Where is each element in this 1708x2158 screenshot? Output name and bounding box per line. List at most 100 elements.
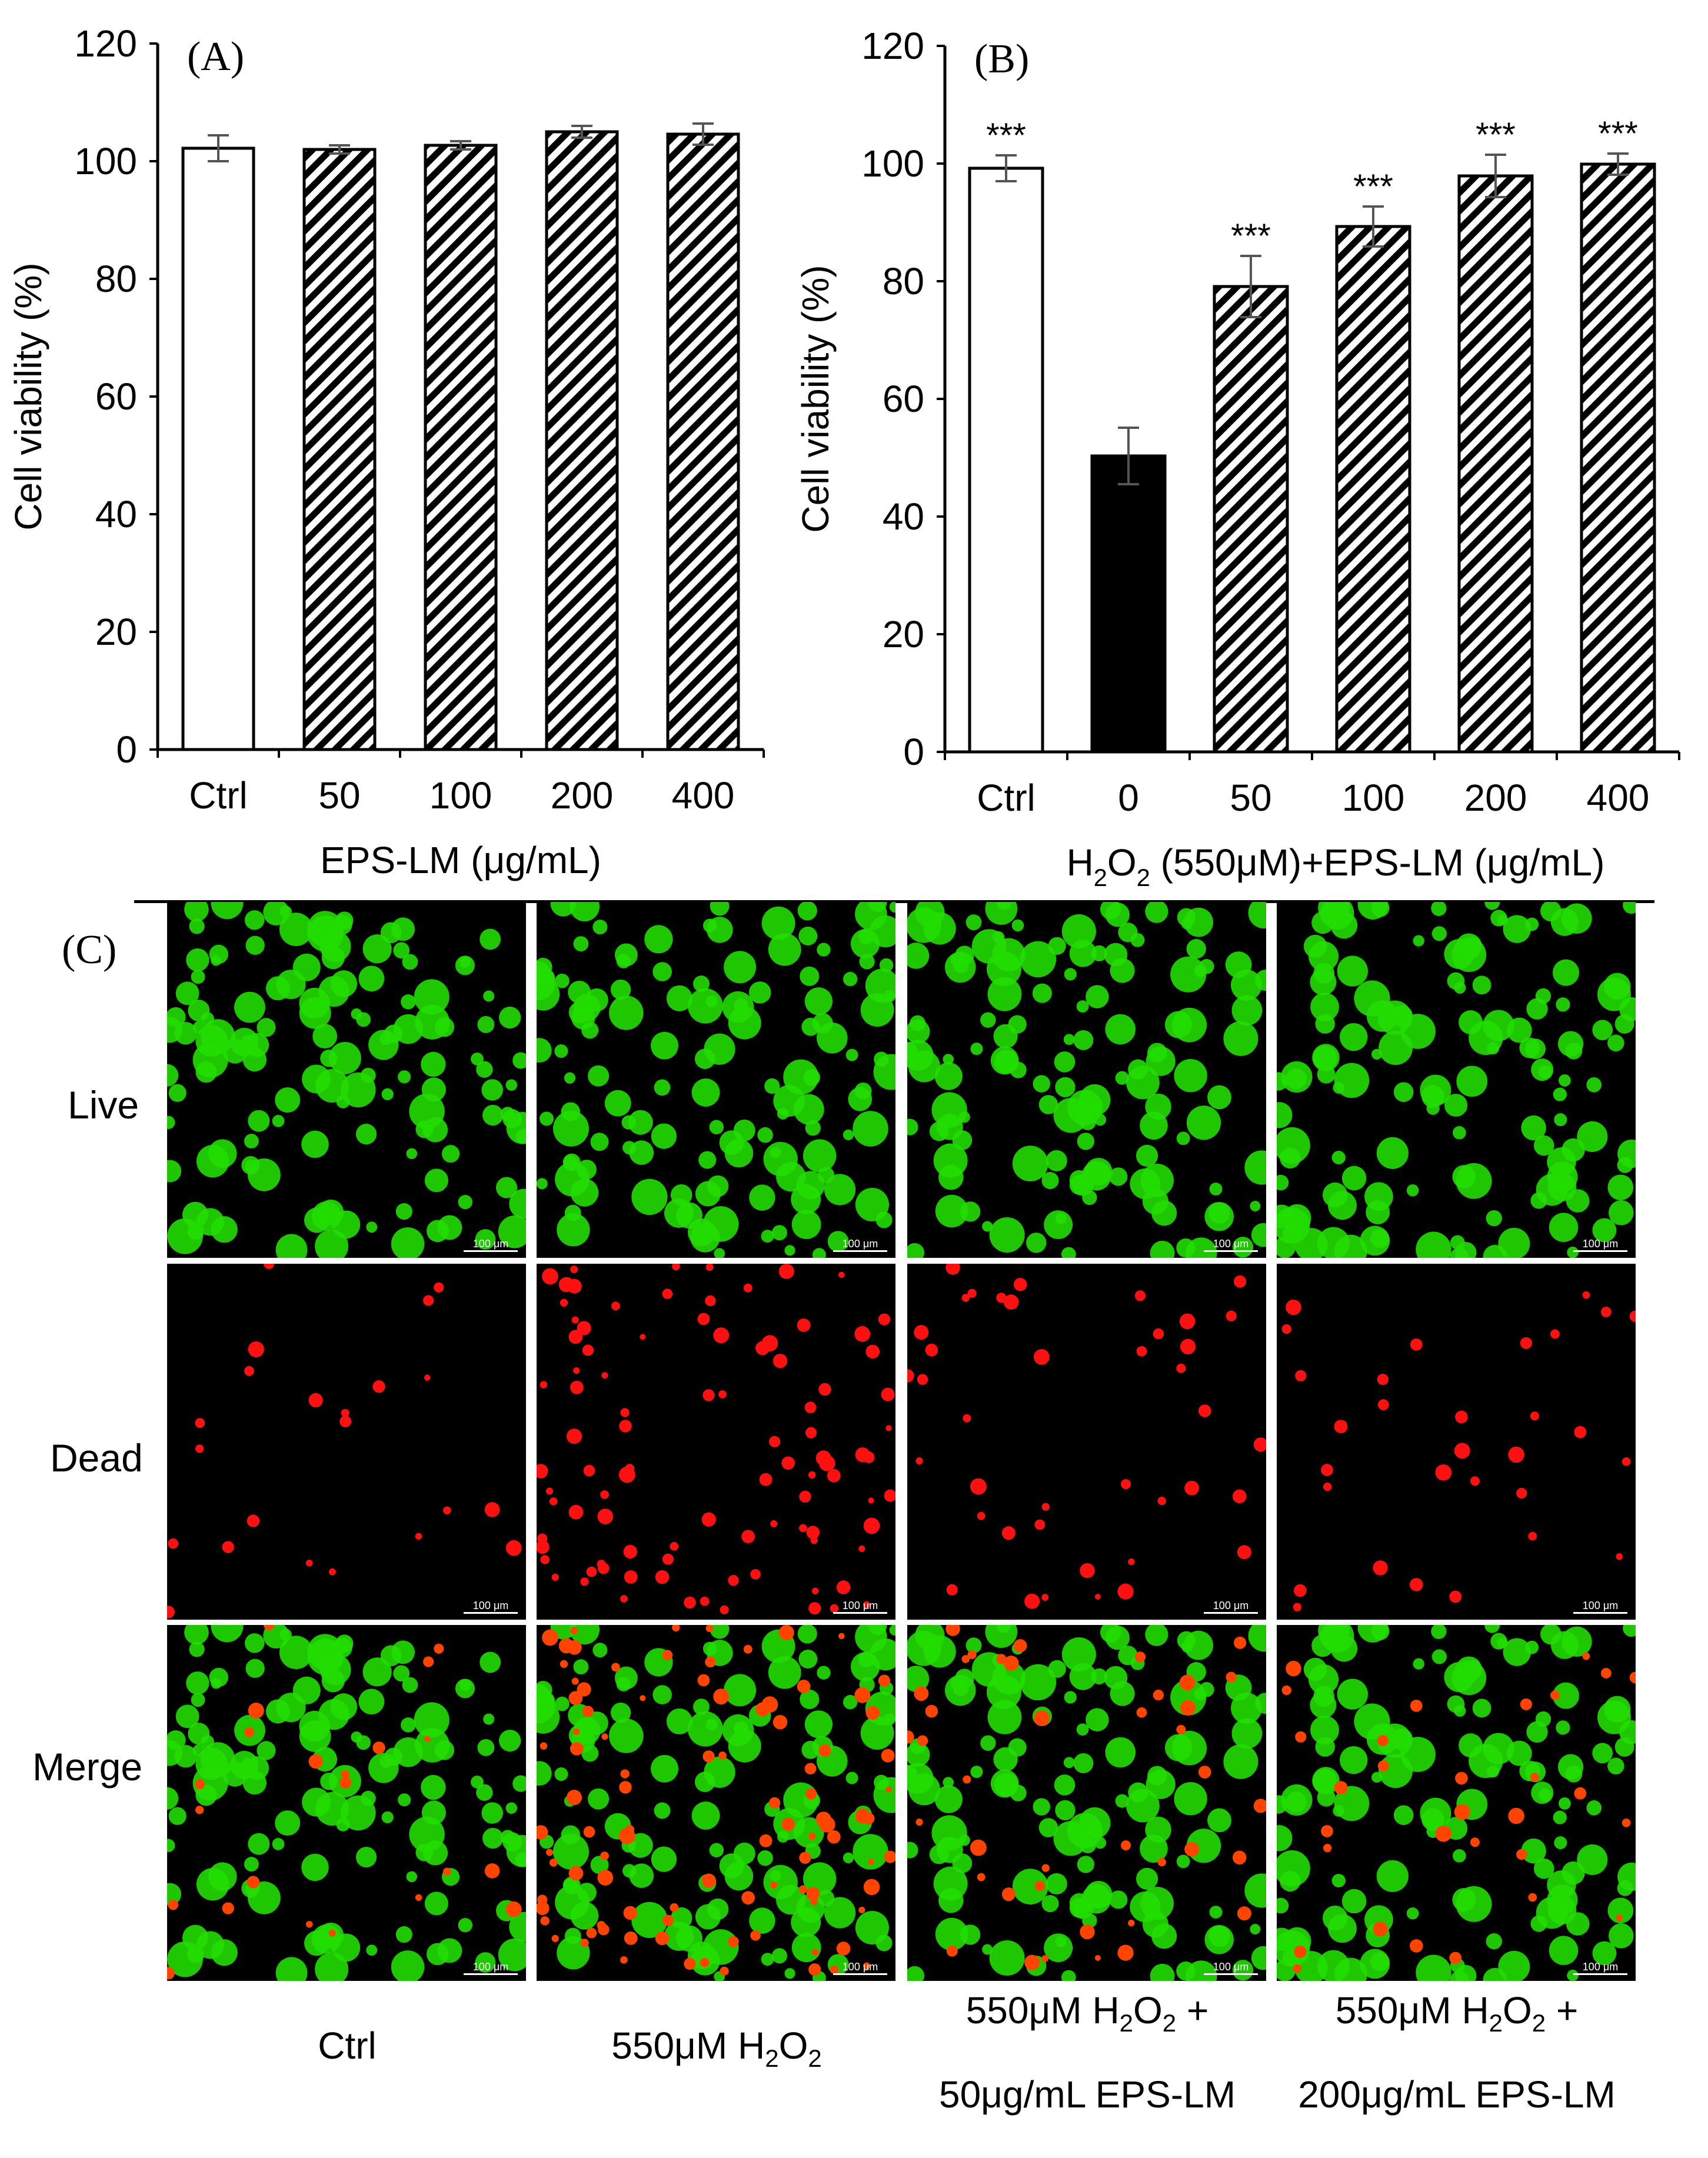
dead-cell: [963, 1414, 971, 1423]
dead-cell: [885, 1786, 892, 1793]
live-cell: [512, 1052, 526, 1069]
dead-cell: [308, 1393, 323, 1408]
live-cell: [1232, 1960, 1254, 1981]
live-cell: [791, 1210, 821, 1240]
micrograph-dead-2: 100 μm: [537, 1264, 895, 1620]
dead-cell: [684, 1596, 696, 1609]
dead-cell: [168, 1538, 179, 1549]
live-cell: [1549, 1936, 1579, 1965]
dead-cell: [914, 1325, 929, 1340]
live-cell: [1558, 1797, 1571, 1810]
live-cell: [797, 902, 817, 921]
live-cell: [1069, 1170, 1089, 1190]
live-cell: [1048, 1660, 1066, 1678]
live-cell: [588, 1065, 610, 1087]
dead-cell: [778, 1264, 794, 1279]
dead-cell: [248, 1702, 264, 1719]
y-tick-label: 20: [883, 613, 924, 655]
dead-cell: [1157, 1857, 1166, 1867]
live-cell: [554, 1044, 568, 1058]
live-cell: [1586, 1800, 1602, 1816]
dead-cell: [970, 1839, 987, 1856]
live-cell: [1038, 1818, 1058, 1837]
dead-cell: [244, 1366, 255, 1376]
x-tick-label: 200: [1464, 777, 1527, 819]
row-label-live: Live: [68, 1083, 139, 1127]
dead-cell: [1520, 1337, 1532, 1349]
live-cell: [415, 1727, 450, 1763]
live-cell: [608, 995, 644, 1030]
live-cell: [987, 1700, 1022, 1734]
live-cell: [1248, 902, 1266, 929]
dead-cell: [1470, 1476, 1480, 1486]
dead-cell: [600, 1490, 609, 1499]
live-cell: [590, 1133, 609, 1151]
live-cell: [1456, 1065, 1488, 1097]
dead-cell: [1120, 1479, 1131, 1490]
dead-cell: [568, 1691, 583, 1706]
live-cell: [855, 1625, 887, 1653]
bar: [1580, 162, 1656, 754]
live-cell: [1303, 934, 1327, 958]
live-cell: [1490, 1633, 1507, 1650]
live-cell: [1077, 1856, 1095, 1873]
dead-cell: [624, 1931, 638, 1945]
y-axis-label: Cell viability (%): [794, 265, 837, 532]
live-cell: [211, 1625, 244, 1643]
live-cell: [763, 1141, 798, 1177]
dead-cell: [1470, 1837, 1480, 1847]
dead-cell: [1409, 1578, 1423, 1591]
live-cell: [1533, 1135, 1554, 1156]
dead-cell: [558, 1277, 574, 1293]
dead-cell: [836, 1941, 851, 1956]
live-cell: [889, 1625, 895, 1636]
dead-cell: [611, 1663, 620, 1672]
live-cell: [393, 942, 410, 959]
dead-cell: [672, 1264, 680, 1271]
live-cell: [421, 1800, 446, 1825]
dead-cell: [1120, 1840, 1131, 1851]
live-cell: [1315, 1737, 1335, 1757]
live-cell: [936, 1113, 963, 1140]
live-cell: [483, 1713, 495, 1725]
live-cell: [592, 920, 608, 935]
live-cell: [1176, 1961, 1196, 1981]
live-cell: [209, 1667, 228, 1687]
live-cell: [498, 1938, 526, 1971]
dead-cell: [827, 1830, 841, 1844]
live-cell: [935, 1194, 968, 1228]
dead-cell: [640, 1334, 646, 1340]
dead-cell: [305, 1559, 313, 1567]
dead-cell: [1600, 1307, 1612, 1317]
live-cell: [1503, 1638, 1531, 1666]
live-cell: [244, 1857, 259, 1872]
dead-cell: [549, 1497, 558, 1506]
dead-cell: [804, 1401, 817, 1414]
dead-cell: [443, 1506, 451, 1515]
micrograph-dead-3: 100 μm: [907, 1264, 1266, 1620]
scale-bar: 100 μm: [1204, 1238, 1258, 1252]
live-cell: [1623, 1625, 1636, 1637]
dead-cell: [341, 1770, 349, 1779]
live-cell: [570, 902, 600, 922]
live-cell: [1525, 1640, 1539, 1654]
live-cell: [592, 1643, 608, 1658]
dead-cell: [582, 1344, 594, 1356]
live-cell: [1186, 1105, 1221, 1140]
live-cell: [1063, 1034, 1075, 1045]
dead-cell: [1295, 1370, 1307, 1381]
live-cell: [590, 1856, 609, 1874]
live-cell: [1115, 1071, 1129, 1085]
live-cell: [315, 1952, 349, 1981]
dead-cell: [996, 1654, 1007, 1664]
live-cell: [315, 1068, 349, 1103]
live-cell: [1376, 1137, 1409, 1169]
live-cell: [691, 1801, 720, 1830]
live-cell: [552, 1833, 589, 1870]
live-cell: [1033, 1798, 1051, 1816]
dead-cell: [1377, 1399, 1389, 1411]
live-cell: [1255, 970, 1266, 991]
live-cell: [800, 1689, 820, 1709]
dead-cell: [568, 1866, 584, 1881]
